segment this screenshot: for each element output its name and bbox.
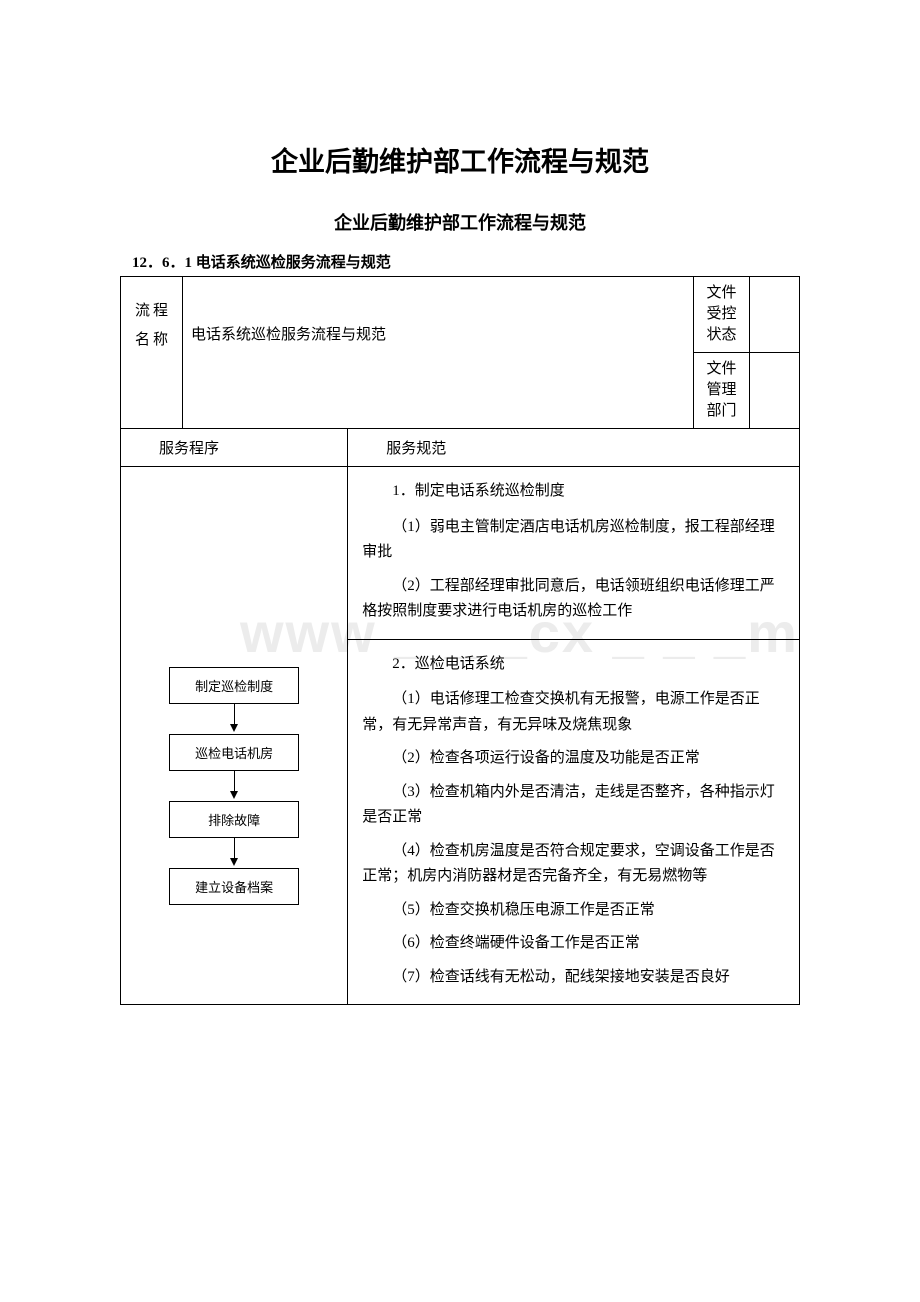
page-title: 企业后勤维护部工作流程与规范 [120,140,800,179]
process-title-text: 电话系统巡检服务流程与规范 [191,327,386,343]
flow-arrow-icon [145,771,323,801]
flow-arrow-icon [145,704,323,734]
process-title-cell: 电话系统巡检服务流程与规范 [183,277,694,429]
document-content: 企业后勤维护部工作流程与规范 企业后勤维护部工作流程与规范 12．6．1 电话系… [120,140,800,1005]
doc-dept-label: 文件管理部门 [694,353,750,429]
table-body-row: 制定巡检制度巡检电话机房排除故障建立设备档案 1．制定电话系统巡检制度 （1）弱电… [121,467,800,1005]
label-char: 程 [152,297,170,326]
spec-heading: 2．巡检电话系统 [362,652,785,678]
col-service-spec: 服务规范 [348,429,800,467]
label-char: 流 [134,297,152,326]
spec-item: （3）检查机箱内外是否清洁，走线是否整齐，各种指示灯是否正常 [362,780,785,831]
spec-item: （2）工程部经理审批同意后，电话领班组织电话修理工严格按照制度要求进行电话机房的… [362,574,785,625]
doc-dept-value [750,353,800,429]
spec-table: 流程名称 电话系统巡检服务流程与规范 文件受控状态 文件管理部门 服务程序 服务… [120,276,800,1005]
flow-arrow-icon [145,838,323,868]
spec-item: （5）检查交换机稳压电源工作是否正常 [362,898,785,924]
spec-heading: 1．制定电话系统巡检制度 [362,479,785,505]
spec-container: 1．制定电话系统巡检制度 （1）弱电主管制定酒店电话机房巡检制度，报工程部经理审批… [348,467,799,1004]
spec-item: （7）检查话线有无松动，配线架接地安装是否良好 [362,965,785,991]
spec-item: （6）检查终端硬件设备工作是否正常 [362,931,785,957]
doc-state-label: 文件受控状态 [694,277,750,353]
flow-node: 巡检电话机房 [169,734,299,771]
spec-cell: 1．制定电话系统巡检制度 （1）弱电主管制定酒店电话机房巡检制度，报工程部经理审批… [348,467,800,1005]
page-subtitle: 企业后勤维护部工作流程与规范 [120,209,800,235]
section-number: 12．6．1 电话系统巡检服务流程与规范 [132,251,800,272]
flow-node: 建立设备档案 [169,868,299,905]
spec-item: （1）电话修理工检查交换机有无报警，电源工作是否正常，有无异常声音，有无异味及烧… [362,687,785,738]
process-name-label: 流程名称 [121,277,183,429]
spec-item: （1）弱电主管制定酒店电话机房巡检制度，报工程部经理审批 [362,515,785,566]
spec-block: 2．巡检电话系统 （1）电话修理工检查交换机有无报警，电源工作是否正常，有无异常声… [348,640,799,1005]
flowchart-cell: 制定巡检制度巡检电话机房排除故障建立设备档案 [121,467,348,1005]
process-name-text: 流程名称 [134,303,170,348]
flow-node: 排除故障 [169,801,299,838]
spec-item: （4）检查机房温度是否符合规定要求，空调设备工作是否正常；机房内消防器材是否完备… [362,839,785,890]
table-header-row: 流程名称 电话系统巡检服务流程与规范 文件受控状态 [121,277,800,353]
label-char: 名 [134,326,152,355]
table-column-headers: 服务程序 服务规范 [121,429,800,467]
col-service-procedure: 服务程序 [121,429,348,467]
flow-node: 制定巡检制度 [169,667,299,704]
spec-block: 1．制定电话系统巡检制度 （1）弱电主管制定酒店电话机房巡检制度，报工程部经理审批… [348,467,799,640]
spec-item: （2）检查各项运行设备的温度及功能是否正常 [362,746,785,772]
flowchart: 制定巡检制度巡检电话机房排除故障建立设备档案 [145,667,323,905]
doc-state-value [750,277,800,353]
label-char: 称 [152,326,170,355]
